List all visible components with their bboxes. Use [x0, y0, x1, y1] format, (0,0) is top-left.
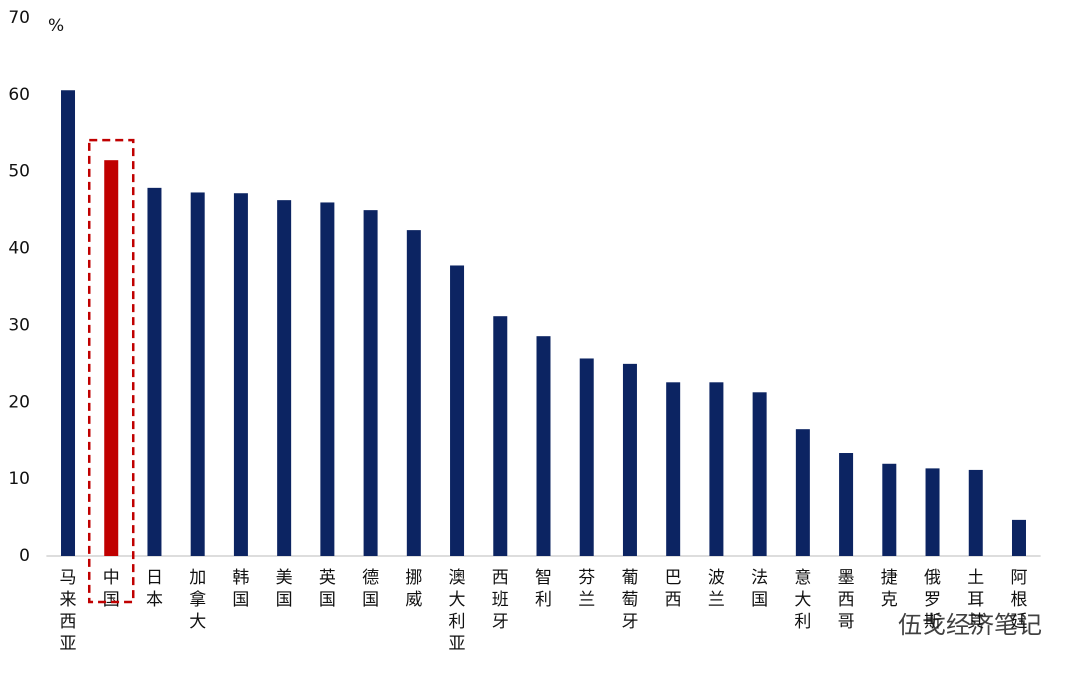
bar: [536, 336, 551, 556]
x-tick-label: 捷克: [881, 568, 898, 610]
bar: [493, 316, 508, 556]
x-tick-label: 芬兰: [578, 568, 595, 610]
bar: [925, 468, 940, 556]
y-tick-label: 60: [8, 85, 30, 105]
bar: [666, 382, 681, 556]
highlight-box: [87, 138, 135, 604]
bar: [233, 193, 248, 556]
x-tick-label: 挪威: [405, 568, 422, 610]
bar: [882, 463, 897, 556]
bar: [968, 469, 983, 556]
bar: [61, 90, 76, 556]
x-tick-label: 智利: [535, 568, 552, 610]
x-tick-label: 法国: [751, 568, 768, 610]
x-tick-label: 波兰: [708, 568, 725, 610]
x-tick-label: 澳大利亚: [449, 568, 466, 654]
y-tick-label: 30: [8, 315, 30, 335]
bar: [104, 160, 119, 556]
x-tick-label: 俄罗斯: [924, 568, 941, 632]
x-tick-label: 阿根廷: [1010, 568, 1027, 632]
y-tick-label: 0: [19, 546, 30, 566]
bar: [363, 210, 378, 556]
bar: [147, 187, 162, 556]
x-tick-label: 巴西: [665, 568, 682, 610]
x-tick-label: 葡萄牙: [621, 568, 638, 632]
x-tick-label: 土耳其: [967, 568, 984, 632]
bar: [277, 200, 292, 556]
bar: [406, 230, 421, 556]
y-unit: %: [48, 16, 64, 36]
watermark: 伍戈经济笔记: [898, 611, 1042, 639]
x-tick-label: 日本: [146, 568, 163, 610]
bar: [190, 192, 205, 557]
x-tick-label: 墨西哥: [838, 568, 855, 632]
bar: [320, 202, 335, 556]
bar: [795, 429, 810, 556]
y-tick-label: 50: [8, 162, 30, 182]
y-tick-label: 10: [8, 469, 30, 489]
x-tick-label: 加拿大: [189, 568, 206, 632]
x-tick-label: 英国: [319, 568, 336, 610]
y-tick-label: 70: [8, 8, 30, 28]
bar: [579, 358, 594, 556]
x-tick-label: 中国: [103, 568, 120, 610]
bar: [752, 392, 767, 556]
y-tick-label: 40: [8, 239, 30, 259]
bar: [622, 363, 637, 556]
x-tick-label: 意大利: [794, 568, 811, 632]
x-tick-label: 马来西亚: [60, 568, 77, 654]
bar: [1011, 519, 1026, 556]
bar: [450, 265, 465, 556]
x-tick-label: 美国: [276, 568, 293, 610]
x-tick-label: 西班牙: [492, 568, 509, 632]
y-tick-label: 20: [8, 392, 30, 412]
x-tick-label: 德国: [362, 568, 379, 610]
bar: [839, 453, 854, 556]
x-tick-label: 韩国: [232, 568, 249, 610]
bar: [709, 382, 724, 556]
